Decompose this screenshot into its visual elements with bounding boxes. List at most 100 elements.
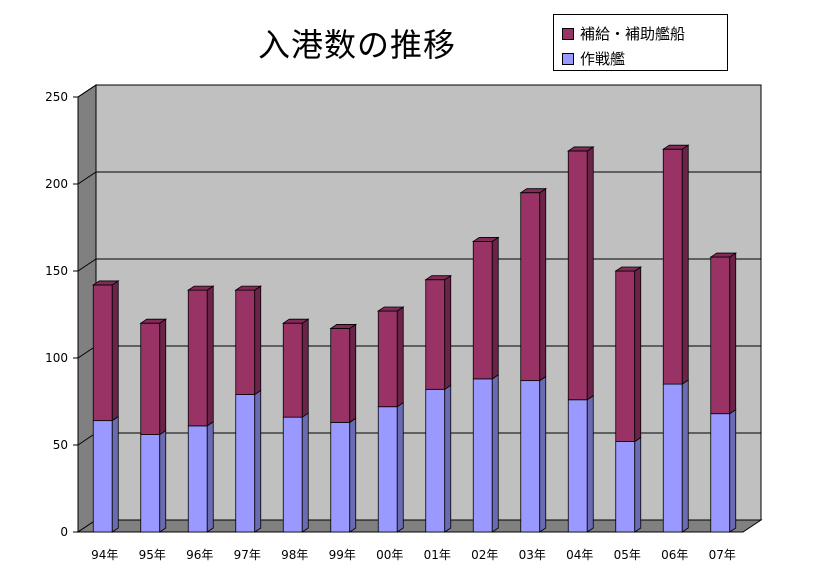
- x-tick-label: 95年: [139, 548, 166, 562]
- bar-top: [329, 324, 358, 329]
- bar-front-supply: [330, 328, 351, 423]
- legend-item-combat: 作戦艦: [562, 48, 625, 69]
- bar-side-combat: [586, 395, 594, 533]
- bar-front-supply: [425, 279, 446, 390]
- bar-side-supply: [729, 252, 737, 415]
- legend-swatch-supply: [562, 27, 574, 40]
- bar-side-supply: [301, 318, 309, 418]
- bar-side-supply: [539, 187, 547, 382]
- bar-front-combat: [377, 406, 398, 533]
- bar-front-combat: [567, 399, 588, 533]
- bar-side-combat: [254, 389, 262, 533]
- x-tick-label: 99年: [329, 548, 356, 562]
- bar-front-supply: [520, 192, 541, 382]
- y-tick-label: 250: [45, 90, 68, 104]
- bar-side-combat: [111, 415, 119, 533]
- bar-top: [139, 318, 168, 324]
- legend-label-combat: 作戦艦: [580, 50, 626, 68]
- bar-top: [234, 285, 263, 291]
- bar-side-combat: [349, 417, 357, 533]
- bar-front-combat: [187, 425, 208, 533]
- y-tick-label: 0: [60, 525, 68, 539]
- bar-side-supply: [586, 146, 594, 401]
- bar-side-combat: [159, 429, 167, 533]
- bar-front-supply: [615, 270, 636, 442]
- bar-front-supply: [187, 289, 208, 427]
- bar-top: [614, 266, 643, 272]
- bar-front-supply: [567, 150, 588, 401]
- bar-front-combat: [425, 388, 446, 533]
- bar-top: [186, 285, 215, 291]
- bar-front-combat: [330, 421, 351, 533]
- legend-label-supply: 補給・補助艦船: [580, 25, 686, 43]
- y-tick-label: 200: [45, 177, 68, 191]
- x-tick-label: 00年: [376, 548, 403, 562]
- bar-front-supply: [472, 241, 493, 380]
- bar-front-combat: [140, 434, 161, 533]
- bar-front-supply: [235, 289, 256, 395]
- bar-side-supply: [349, 323, 357, 424]
- y-tick-label: 100: [45, 351, 68, 365]
- bar-side-supply: [206, 285, 214, 427]
- x-tick-label: 03年: [519, 548, 546, 562]
- bar-top: [566, 146, 595, 152]
- bar-side-combat: [729, 408, 737, 533]
- bar-side-supply: [111, 280, 119, 422]
- x-tick-label: 98年: [281, 548, 308, 562]
- bar-side-combat: [396, 401, 404, 533]
- bar-top: [471, 237, 500, 242]
- gridline-side: [77, 84, 97, 98]
- bar-side-combat: [301, 412, 309, 533]
- bar-top: [376, 306, 405, 312]
- bar-top: [519, 188, 548, 194]
- bar-side-supply: [444, 274, 452, 391]
- bar-side-supply: [634, 266, 642, 443]
- x-tick-label: 96年: [186, 548, 213, 562]
- x-tick-label: 07年: [709, 548, 736, 562]
- bar-front-supply: [710, 256, 731, 415]
- bar-front-supply: [92, 284, 113, 422]
- bar-side-combat: [539, 375, 547, 533]
- x-tick-label: 06年: [661, 548, 688, 562]
- bar-top: [661, 144, 690, 150]
- bar-front-supply: [662, 148, 683, 385]
- bar-front-combat: [472, 378, 493, 533]
- bar-side-supply: [254, 285, 262, 396]
- bar-top: [424, 275, 453, 281]
- gridline-side: [77, 171, 97, 185]
- bar-front-combat: [235, 394, 256, 533]
- bar-side-combat: [634, 436, 642, 533]
- bar-side-supply: [681, 144, 689, 385]
- y-tick-label: 50: [53, 438, 68, 452]
- bar-side-combat: [491, 374, 499, 533]
- bar-side-supply: [396, 306, 404, 408]
- y-tick-label: 150: [45, 264, 68, 278]
- bar-side-supply: [491, 236, 499, 380]
- bar-front-supply: [377, 310, 398, 408]
- x-tick-label: 04年: [566, 548, 593, 562]
- x-tick-label: 01年: [424, 548, 451, 562]
- legend-item-supply: 補給・補助艦船: [562, 23, 685, 44]
- bar-side-combat: [681, 379, 689, 533]
- bar-front-combat: [520, 380, 541, 533]
- plot-floor: [76, 519, 763, 533]
- bar-front-combat: [662, 383, 683, 533]
- bar-front-supply: [282, 322, 303, 418]
- bar-front-combat: [710, 413, 731, 533]
- x-tick-label: 94年: [91, 548, 118, 562]
- bar-front-combat: [282, 416, 303, 533]
- legend-swatch-combat: [562, 52, 574, 65]
- bar-top: [709, 252, 738, 258]
- bar-top: [91, 280, 120, 286]
- bar-side-combat: [206, 421, 214, 533]
- bar-front-combat: [92, 420, 113, 533]
- bar-front-combat: [615, 441, 636, 533]
- bar-side-combat: [444, 384, 452, 533]
- bar-side-supply: [159, 318, 167, 436]
- x-tick-label: 05年: [614, 548, 641, 562]
- chart-title: 入港数の推移: [258, 26, 457, 64]
- bar-front-supply: [140, 322, 161, 435]
- x-tick-label: 02年: [471, 548, 498, 562]
- legend: 補給・補助艦船 作戦艦: [553, 14, 728, 71]
